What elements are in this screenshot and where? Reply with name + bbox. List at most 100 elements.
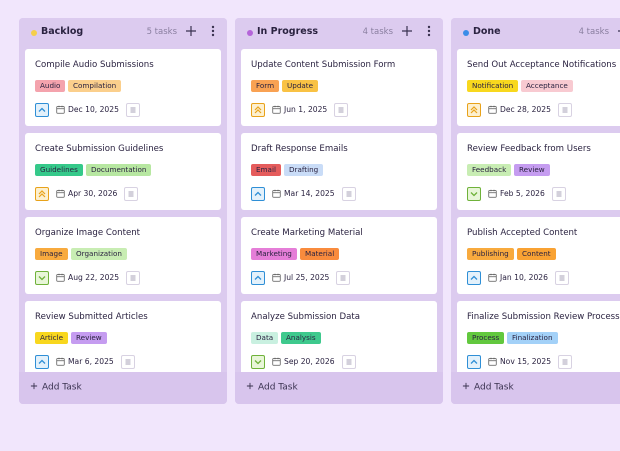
notes-button[interactable]	[555, 271, 569, 285]
tag: Audio	[35, 80, 66, 92]
notes-button[interactable]	[121, 355, 135, 369]
task-card[interactable]: Organize Image Content Image Organization A…	[25, 217, 221, 294]
priority-button[interactable]	[467, 103, 481, 117]
column: Done 4 tasks Send Out Acceptance Notificat…	[451, 18, 620, 404]
task-card[interactable]: Review Feedback from Users Feedback Review…	[457, 133, 620, 210]
task-count: 4 tasks	[362, 27, 393, 37]
notes-button[interactable]	[342, 187, 356, 201]
calendar-icon	[272, 273, 281, 282]
due-date: Mar 14, 2025	[284, 189, 335, 198]
calendar-icon	[56, 357, 65, 366]
task-card[interactable]: Update Content Submission Form Form Update…	[241, 49, 437, 126]
priority-button[interactable]	[35, 271, 49, 285]
due-date: Jun 1, 2025	[284, 105, 328, 114]
status-dot	[31, 30, 37, 36]
calendar-icon	[488, 189, 497, 198]
calendar-icon	[56, 189, 65, 198]
tag: Organization	[71, 248, 127, 260]
priority-button[interactable]	[467, 355, 481, 369]
plus-icon	[246, 382, 254, 390]
due-date: Feb 5, 2026	[500, 189, 545, 198]
tag: Documentation	[86, 164, 152, 176]
add-button[interactable]	[401, 24, 413, 38]
priority-button[interactable]	[35, 355, 49, 369]
plus-icon	[30, 382, 38, 390]
column-title: Backlog	[41, 26, 84, 37]
task-card[interactable]: Compile Audio Submissions Audio Compilatio…	[25, 49, 221, 126]
task-card[interactable]: Create Submission Guidelines Guidelines Do…	[25, 133, 221, 210]
due-date: Aug 22, 2025	[68, 273, 120, 282]
priority-button[interactable]	[251, 271, 265, 285]
notes-button[interactable]	[126, 103, 140, 117]
task-card[interactable]: Analyze Submission Data Data Analysis Sep 2…	[241, 301, 437, 372]
tag: Article	[35, 332, 69, 344]
task-card[interactable]: Create Marketing Material Marketing Materi…	[241, 217, 437, 294]
tag: Process	[467, 332, 505, 344]
tag: Publishing	[467, 248, 514, 260]
tag: Notification	[467, 80, 519, 92]
tag: Review	[71, 332, 107, 344]
add-task-row: Add Task	[462, 382, 514, 393]
notes-button[interactable]	[126, 271, 140, 285]
card-title: Draft Response Emails	[251, 144, 348, 154]
task-card[interactable]: Publish Accepted Content Publishing Conten…	[457, 217, 620, 294]
task-card[interactable]: Review Submitted Articles Article Review Ma…	[25, 301, 221, 372]
priority-button[interactable]	[467, 187, 481, 201]
calendar-icon	[272, 189, 281, 198]
notes-button[interactable]	[558, 355, 572, 369]
task-count: 4 tasks	[578, 27, 609, 37]
priority-button[interactable]	[251, 187, 265, 201]
notes-button[interactable]	[558, 103, 572, 117]
tag: Marketing	[251, 248, 297, 260]
tag: Drafting	[284, 164, 324, 176]
card-title: Send Out Acceptance Notifications	[467, 60, 617, 70]
card-list: Compile Audio Submissions Audio Compilatio…	[19, 47, 227, 372]
calendar-icon	[56, 273, 65, 282]
notes-button[interactable]	[552, 187, 566, 201]
priority-button[interactable]	[35, 103, 49, 117]
priority-button[interactable]	[251, 103, 265, 117]
task-card[interactable]: Finalize Submission Review Process Proces…	[457, 301, 620, 372]
add-task-label: Add Task	[42, 382, 82, 393]
status-dot	[463, 30, 469, 36]
due-date: Jul 25, 2025	[284, 273, 330, 282]
card-title: Review Submitted Articles	[35, 312, 148, 322]
card-title: Create Marketing Material	[251, 228, 363, 238]
tag: Acceptance	[521, 80, 573, 92]
card-list: Send Out Acceptance Notifications Notific…	[451, 47, 620, 372]
notes-button[interactable]	[124, 187, 138, 201]
priority-button[interactable]	[467, 271, 481, 285]
card-title: Organize Image Content	[35, 228, 141, 238]
due-date: Dec 28, 2025	[500, 105, 551, 114]
tag: Image	[35, 248, 68, 260]
task-count: 5 tasks	[146, 27, 177, 37]
column: Backlog 5 tasks Compile Audio Submissions A…	[19, 18, 227, 404]
notes-button[interactable]	[334, 103, 348, 117]
priority-button[interactable]	[251, 355, 265, 369]
task-card[interactable]: Draft Response Emails Email Drafting Mar 14…	[241, 133, 437, 210]
add-task-button[interactable]: Add Task	[235, 372, 443, 404]
card-title: Publish Accepted Content	[467, 228, 578, 238]
add-button[interactable]	[185, 24, 197, 38]
card-title: Analyze Submission Data	[251, 312, 361, 322]
card-title: Update Content Submission Form	[251, 60, 396, 70]
column-header: Done 4 tasks	[451, 18, 620, 47]
task-card[interactable]: Send Out Acceptance Notifications Notific…	[457, 49, 620, 126]
priority-button[interactable]	[35, 187, 49, 201]
tag: Compilation	[68, 80, 122, 92]
calendar-icon	[272, 357, 281, 366]
notes-button[interactable]	[342, 355, 356, 369]
column: In Progress 4 tasks Update Content Submiss…	[235, 18, 443, 404]
notes-button[interactable]	[336, 271, 350, 285]
card-title: Review Feedback from Users	[467, 144, 591, 154]
add-task-button[interactable]: Add Task	[451, 372, 620, 404]
menu-button[interactable]	[209, 24, 217, 38]
tag: Form	[251, 80, 280, 92]
column-header: In Progress 4 tasks	[235, 18, 443, 47]
menu-button[interactable]	[425, 24, 433, 38]
calendar-icon	[56, 105, 65, 114]
add-task-label: Add Task	[258, 382, 298, 393]
add-task-row: Add Task	[30, 382, 82, 393]
add-task-button[interactable]: Add Task	[19, 372, 227, 404]
